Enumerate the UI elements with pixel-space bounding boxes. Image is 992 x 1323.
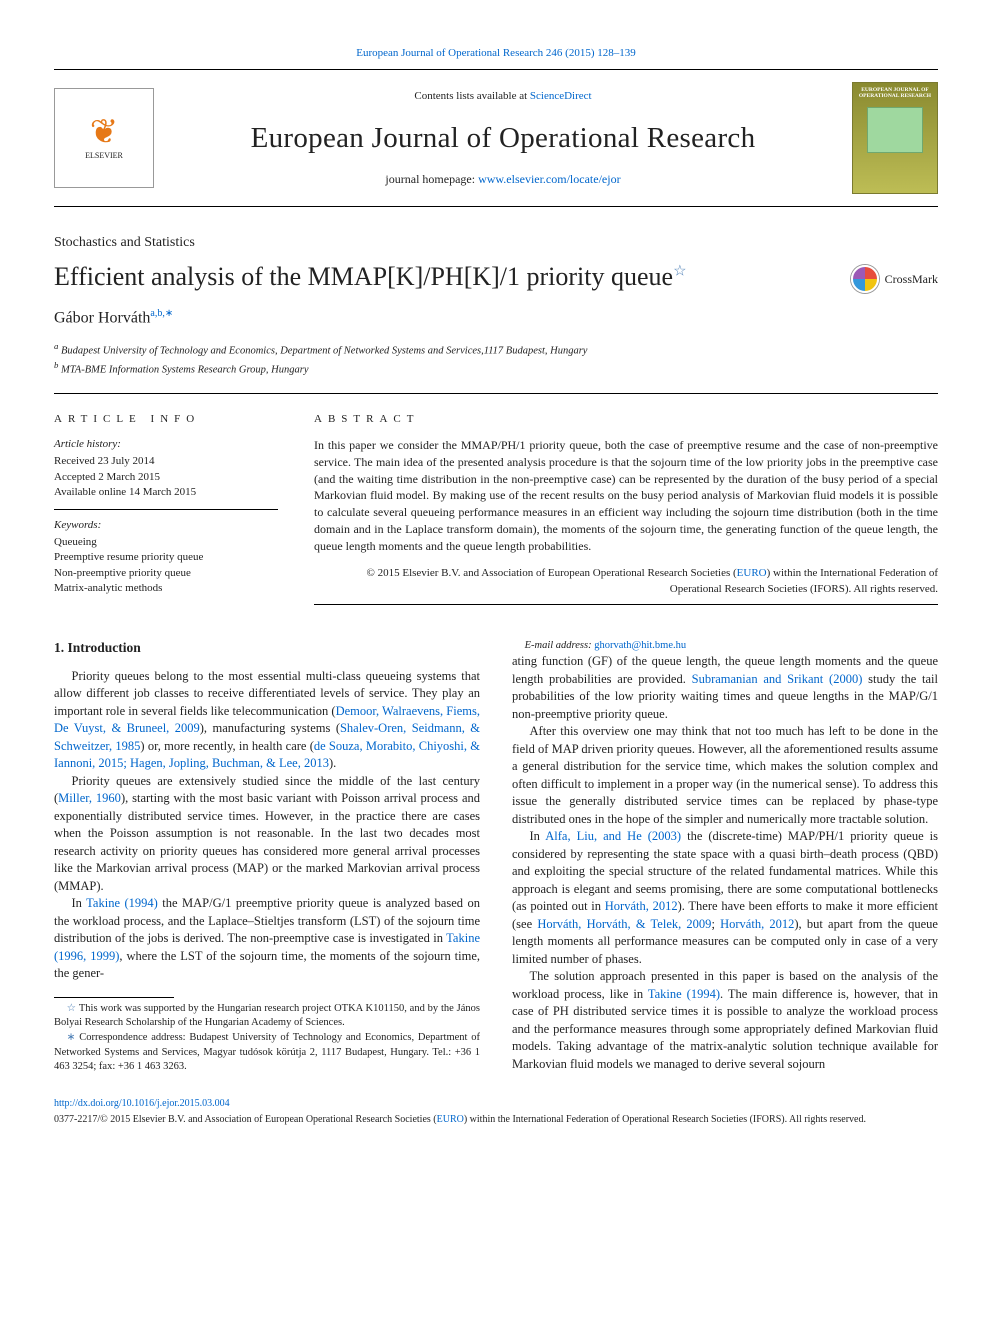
author-affil-marks[interactable]: a,b,∗ (150, 308, 173, 319)
footnote-corr-text: Correspondence address: Budapest Univers… (54, 1032, 480, 1072)
history-online: Available online 14 March 2015 (54, 485, 278, 500)
body-p1: Priority queues belong to the most essen… (54, 668, 480, 773)
affiliations: a Budapest University of Technology and … (54, 340, 938, 379)
email-link[interactable]: ghorvath@hit.bme.hu (594, 640, 686, 651)
affil-a-text: Budapest University of Technology and Ec… (61, 346, 587, 357)
euro-link[interactable]: EURO (737, 567, 767, 579)
keyword: Matrix-analytic methods (54, 581, 278, 596)
crossmark-widget[interactable]: CrossMark (851, 265, 938, 293)
paper-page: European Journal of Operational Research… (0, 0, 992, 1156)
header-band: ❦ ELSEVIER Contents lists available at S… (54, 69, 938, 207)
p2b: ), starting with the most basic variant … (54, 791, 480, 893)
footnote-star: ☆ This work was supported by the Hungari… (54, 1002, 480, 1031)
body-p5: In Alfa, Liu, and He (2003) the (discret… (512, 828, 938, 968)
cite-alfa[interactable]: Alfa, Liu, and He (2003) (545, 829, 681, 843)
page-footer: http://dx.doi.org/10.1016/j.ejor.2015.03… (54, 1097, 938, 1126)
journal-cover-thumb: EUROPEAN JOURNAL OF OPERATIONAL RESEARCH (852, 82, 938, 194)
affiliation-a: a Budapest University of Technology and … (54, 340, 938, 359)
issn-line: 0377-2217/© 2015 Elsevier B.V. and Assoc… (54, 1113, 938, 1126)
homepage-prefix: journal homepage: (385, 172, 478, 186)
abstract-heading: abstract (314, 412, 938, 427)
p1d: ). (329, 756, 336, 770)
title-row: Efficient analysis of the MMAP[K]/PH[K]/… (54, 261, 938, 294)
issn-b: ) within the International Federation of… (464, 1114, 866, 1125)
article-info-heading: article info (54, 412, 278, 427)
homepage-line: journal homepage: www.elsevier.com/locat… (170, 171, 836, 188)
cite-horvath12b[interactable]: Horváth, 2012 (720, 917, 794, 931)
rule-after-affil (54, 393, 938, 394)
journal-name: European Journal of Operational Research (170, 118, 836, 159)
email-label: E-mail address: (525, 640, 595, 651)
cover-art-swatch (867, 107, 923, 153)
journal-ref-issue: 246 (2015) 128–139 (546, 47, 636, 59)
cite-horvath09[interactable]: Horváth, Horváth, & Telek, 2009 (537, 917, 711, 931)
body-p6: The solution approach presented in this … (512, 968, 938, 1073)
cite-miller[interactable]: Miller, 1960 (58, 791, 121, 805)
body-p2: Priority queues are extensively studied … (54, 773, 480, 896)
issn-a: 0377-2217/© 2015 Elsevier B.V. and Assoc… (54, 1114, 437, 1125)
sciencedirect-link[interactable]: ScienceDirect (530, 90, 592, 102)
footnote-email: E-mail address: ghorvath@hit.bme.hu (512, 639, 938, 654)
p5d: ; (711, 917, 720, 931)
header-center: Contents lists available at ScienceDirec… (170, 89, 836, 188)
star-marker: ☆ (67, 1003, 79, 1014)
title-text: Efficient analysis of the MMAP[K]/PH[K]/… (54, 262, 673, 291)
cite-takine94b[interactable]: Takine (1994) (648, 987, 720, 1001)
crossmark-label: CrossMark (885, 271, 938, 288)
doi-line: http://dx.doi.org/10.1016/j.ejor.2015.03… (54, 1097, 938, 1111)
contents-line: Contents lists available at ScienceDirec… (170, 89, 836, 104)
keyword: Non-preemptive priority queue (54, 566, 278, 581)
body-columns: 1. Introduction Priority queues belong t… (54, 639, 938, 1075)
corr-marker: ∗ (67, 1032, 80, 1043)
copyright-prefix: © 2015 Elsevier B.V. and Association of … (367, 567, 737, 579)
top-journal-link[interactable]: European Journal of Operational Research… (54, 46, 938, 61)
footnote-separator (54, 997, 174, 998)
title-footnote-star[interactable]: ☆ (673, 263, 686, 279)
keyword: Preemptive resume priority queue (54, 550, 278, 565)
crossmark-icon (851, 265, 879, 293)
section-label: Stochastics and Statistics (54, 233, 938, 253)
affiliation-b: b MTA-BME Information Systems Research G… (54, 359, 938, 378)
abstract-column: abstract In this paper we consider the M… (314, 412, 938, 605)
history-block: Article history: Received 23 July 2014 A… (54, 437, 278, 510)
cite-subramanian[interactable]: Subramanian and Srikant (2000) (692, 672, 863, 686)
intro-heading: 1. Introduction (54, 639, 480, 658)
p1c: ) or, more recently, in health care ( (140, 739, 313, 753)
keyword: Queueing (54, 535, 278, 550)
cite-takine94[interactable]: Takine (1994) (86, 896, 158, 910)
article-info-column: article info Article history: Received 2… (54, 412, 278, 605)
history-label: Article history: (54, 437, 278, 452)
contents-prefix: Contents lists available at (414, 90, 529, 102)
elsevier-logo: ❦ ELSEVIER (54, 88, 154, 188)
keywords-block: Keywords: Queueing Preemptive resume pri… (54, 518, 278, 605)
copyright-line: © 2015 Elsevier B.V. and Association of … (314, 565, 938, 598)
abstract-text: In this paper we consider the MMAP/PH/1 … (314, 437, 938, 555)
article-title: Efficient analysis of the MMAP[K]/PH[K]/… (54, 261, 831, 294)
p3a: In (72, 896, 87, 910)
author-name: Gábor Horváth (54, 310, 150, 327)
rule-after-abstract (314, 604, 938, 605)
author-line: Gábor Horvátha,b,∗ (54, 307, 938, 330)
publisher-name: ELSEVIER (85, 150, 123, 161)
homepage-link[interactable]: www.elsevier.com/locate/ejor (478, 172, 621, 186)
elsevier-tree-icon: ❦ (90, 116, 119, 150)
body-p3-cont: ating function (GF) of the queue length,… (512, 653, 938, 723)
p5a: In (530, 829, 546, 843)
p1b: ), manufacturing systems ( (200, 721, 340, 735)
history-received: Received 23 July 2014 (54, 454, 278, 469)
euro-link-footer[interactable]: EURO (437, 1114, 464, 1125)
cover-title: EUROPEAN JOURNAL OF OPERATIONAL RESEARCH (855, 87, 935, 99)
footnote-star-text: This work was supported by the Hungarian… (54, 1003, 480, 1029)
history-accepted: Accepted 2 March 2015 (54, 470, 278, 485)
body-p4: After this overview one may think that n… (512, 723, 938, 828)
keywords-label: Keywords: (54, 518, 278, 533)
body-p3: In Takine (1994) the MAP/G/1 preemptive … (54, 895, 480, 983)
affil-b-text: MTA-BME Information Systems Research Gro… (61, 365, 309, 376)
journal-ref-name: European Journal of Operational Research (356, 47, 543, 59)
doi-link[interactable]: http://dx.doi.org/10.1016/j.ejor.2015.03… (54, 1098, 230, 1109)
cite-horvath12a[interactable]: Horváth, 2012 (605, 899, 678, 913)
info-abstract-row: article info Article history: Received 2… (54, 412, 938, 605)
footnote-corr: ∗ Correspondence address: Budapest Unive… (54, 1031, 480, 1075)
